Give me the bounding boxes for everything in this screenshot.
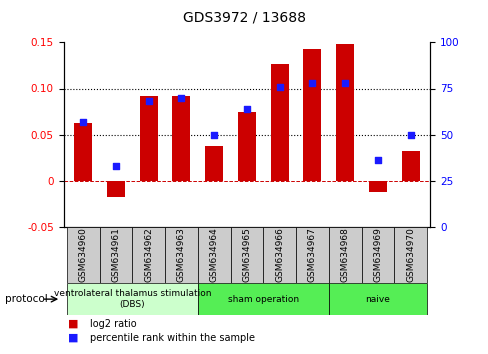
Bar <box>67 227 100 283</box>
Text: GSM634969: GSM634969 <box>373 227 382 282</box>
Bar <box>172 96 190 181</box>
Bar <box>74 122 92 181</box>
Point <box>275 84 283 90</box>
Point <box>406 132 414 137</box>
Bar <box>263 227 295 283</box>
Bar <box>368 181 386 192</box>
Point <box>308 80 316 86</box>
Text: GSM634968: GSM634968 <box>340 227 349 282</box>
Text: GSM634966: GSM634966 <box>275 227 284 282</box>
Text: naive: naive <box>365 295 389 304</box>
Bar <box>198 283 328 315</box>
Text: log2 ratio: log2 ratio <box>90 319 137 329</box>
Text: GSM634970: GSM634970 <box>406 227 414 282</box>
Point <box>79 119 87 125</box>
Text: ■: ■ <box>68 319 79 329</box>
Text: GSM634962: GSM634962 <box>144 228 153 282</box>
Bar <box>100 227 132 283</box>
Bar <box>328 227 361 283</box>
Text: GSM634960: GSM634960 <box>79 227 87 282</box>
Bar <box>165 227 198 283</box>
Bar <box>335 44 353 181</box>
Text: GSM634965: GSM634965 <box>242 227 251 282</box>
Text: GSM634963: GSM634963 <box>177 227 185 282</box>
Text: ■: ■ <box>68 333 79 343</box>
Bar <box>198 227 230 283</box>
Bar <box>238 112 255 181</box>
Point <box>144 98 152 104</box>
Point <box>373 158 381 163</box>
Point <box>243 106 250 112</box>
Text: percentile rank within the sample: percentile rank within the sample <box>90 333 255 343</box>
Text: GSM634964: GSM634964 <box>209 228 218 282</box>
Bar <box>230 227 263 283</box>
Bar <box>303 49 321 181</box>
Point <box>341 80 348 86</box>
Bar <box>361 227 393 283</box>
Bar <box>205 147 223 181</box>
Bar <box>67 283 198 315</box>
Bar <box>328 283 426 315</box>
Bar <box>270 64 288 181</box>
Point <box>112 163 120 169</box>
Bar <box>107 181 125 197</box>
Text: GSM634961: GSM634961 <box>111 227 120 282</box>
Text: ventrolateral thalamus stimulation
(DBS): ventrolateral thalamus stimulation (DBS) <box>54 290 211 309</box>
Point <box>210 132 218 137</box>
Text: protocol: protocol <box>5 294 47 304</box>
Bar <box>295 227 328 283</box>
Bar <box>140 96 158 181</box>
Bar <box>401 151 419 181</box>
Text: GSM634967: GSM634967 <box>307 227 316 282</box>
Bar <box>132 227 165 283</box>
Bar <box>393 227 426 283</box>
Text: sham operation: sham operation <box>227 295 298 304</box>
Point <box>177 95 185 101</box>
Text: GDS3972 / 13688: GDS3972 / 13688 <box>183 11 305 25</box>
